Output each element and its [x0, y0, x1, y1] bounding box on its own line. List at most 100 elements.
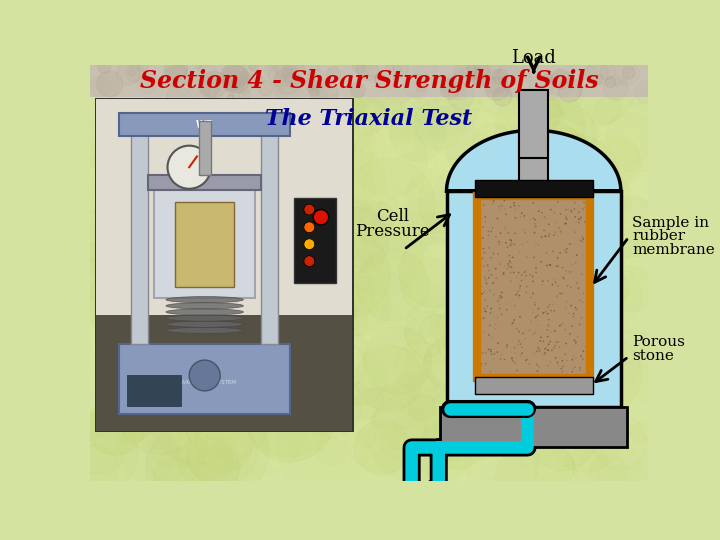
Circle shape	[483, 70, 508, 93]
Point	[531, 268, 542, 277]
Circle shape	[587, 91, 620, 124]
Circle shape	[210, 160, 249, 199]
Circle shape	[331, 94, 337, 99]
Circle shape	[344, 158, 435, 249]
Point	[504, 251, 516, 260]
Point	[500, 299, 512, 308]
Circle shape	[402, 79, 417, 94]
Circle shape	[357, 440, 431, 512]
Point	[533, 304, 544, 313]
Circle shape	[448, 83, 474, 109]
Point	[555, 227, 567, 235]
Circle shape	[467, 59, 489, 80]
Circle shape	[309, 86, 319, 96]
Point	[492, 339, 504, 347]
Circle shape	[440, 79, 460, 99]
Point	[566, 260, 577, 269]
Circle shape	[394, 256, 459, 322]
Text: Cell: Cell	[376, 208, 409, 225]
Point	[484, 321, 495, 329]
Circle shape	[540, 438, 597, 495]
Circle shape	[241, 63, 256, 77]
Point	[490, 320, 502, 328]
Circle shape	[284, 75, 292, 83]
Circle shape	[237, 92, 300, 155]
Circle shape	[116, 62, 140, 85]
Point	[515, 212, 526, 221]
Circle shape	[74, 152, 107, 186]
Circle shape	[414, 408, 492, 486]
Circle shape	[235, 85, 256, 106]
Circle shape	[615, 424, 646, 454]
Point	[510, 213, 521, 222]
Circle shape	[96, 439, 161, 503]
Circle shape	[103, 443, 132, 471]
Circle shape	[523, 431, 565, 473]
Point	[477, 222, 489, 231]
Circle shape	[225, 71, 251, 97]
Circle shape	[300, 56, 320, 76]
Point	[560, 304, 572, 313]
Point	[548, 231, 559, 240]
Circle shape	[69, 444, 118, 493]
Circle shape	[288, 218, 309, 239]
Circle shape	[446, 388, 474, 416]
Point	[577, 205, 589, 213]
Point	[557, 319, 568, 328]
Circle shape	[263, 126, 319, 181]
Point	[551, 338, 562, 347]
Circle shape	[222, 66, 250, 93]
Circle shape	[220, 369, 246, 396]
Point	[575, 363, 586, 372]
Circle shape	[527, 104, 603, 179]
Point	[477, 314, 489, 322]
Point	[531, 312, 542, 321]
Circle shape	[399, 238, 469, 307]
Circle shape	[246, 303, 294, 350]
Point	[563, 205, 575, 213]
Circle shape	[516, 233, 599, 315]
Circle shape	[227, 165, 244, 181]
Circle shape	[215, 322, 246, 353]
Point	[482, 345, 494, 354]
Circle shape	[166, 65, 189, 88]
Point	[499, 196, 510, 205]
Circle shape	[349, 70, 377, 98]
Point	[557, 362, 569, 371]
Point	[561, 214, 572, 222]
Circle shape	[609, 235, 678, 302]
Circle shape	[622, 66, 635, 79]
Point	[500, 222, 512, 231]
Point	[543, 232, 554, 240]
Circle shape	[115, 237, 179, 301]
Point	[552, 262, 564, 271]
Circle shape	[342, 214, 423, 295]
Circle shape	[307, 70, 326, 90]
Point	[505, 263, 517, 272]
Circle shape	[265, 273, 294, 302]
Point	[513, 327, 525, 336]
Circle shape	[356, 345, 423, 411]
Circle shape	[161, 310, 182, 331]
Circle shape	[171, 169, 210, 208]
Point	[528, 349, 540, 357]
Point	[556, 364, 567, 373]
Bar	[261, 121, 279, 345]
Circle shape	[454, 60, 477, 83]
Point	[560, 219, 572, 228]
Circle shape	[608, 61, 632, 85]
Circle shape	[368, 393, 456, 481]
Circle shape	[117, 410, 134, 427]
Point	[505, 241, 516, 249]
Point	[560, 266, 572, 275]
Point	[494, 205, 505, 213]
Circle shape	[258, 81, 273, 96]
Circle shape	[583, 66, 598, 80]
Circle shape	[403, 126, 465, 188]
Point	[575, 214, 586, 223]
Point	[516, 209, 528, 218]
Circle shape	[81, 186, 109, 214]
Circle shape	[148, 224, 204, 279]
Point	[516, 271, 528, 279]
Circle shape	[523, 75, 531, 83]
